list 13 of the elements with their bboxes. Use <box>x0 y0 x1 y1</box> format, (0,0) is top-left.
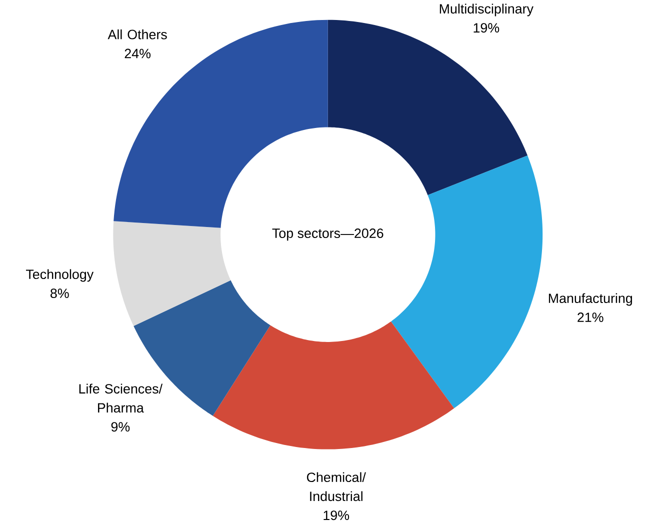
data-label: 19% <box>324 510 350 520</box>
data-label: 9% <box>111 422 130 432</box>
data-label: 24% <box>124 48 151 58</box>
data-label: 8% <box>50 288 69 298</box>
data-label: 21% <box>578 312 604 322</box>
slice-label: Manufacturing <box>548 293 632 306</box>
slice-label: Chemical/ Industrial <box>306 472 366 502</box>
slice-label: Multidisciplinary <box>440 4 534 16</box>
data-label: 19% <box>474 23 500 33</box>
slice-label: Technology <box>26 269 94 282</box>
text: Top sectors—2026 <box>272 228 384 241</box>
slice-label: All Others <box>108 30 167 40</box>
slice-label: Life Sciences/ Pharma <box>79 384 163 413</box>
